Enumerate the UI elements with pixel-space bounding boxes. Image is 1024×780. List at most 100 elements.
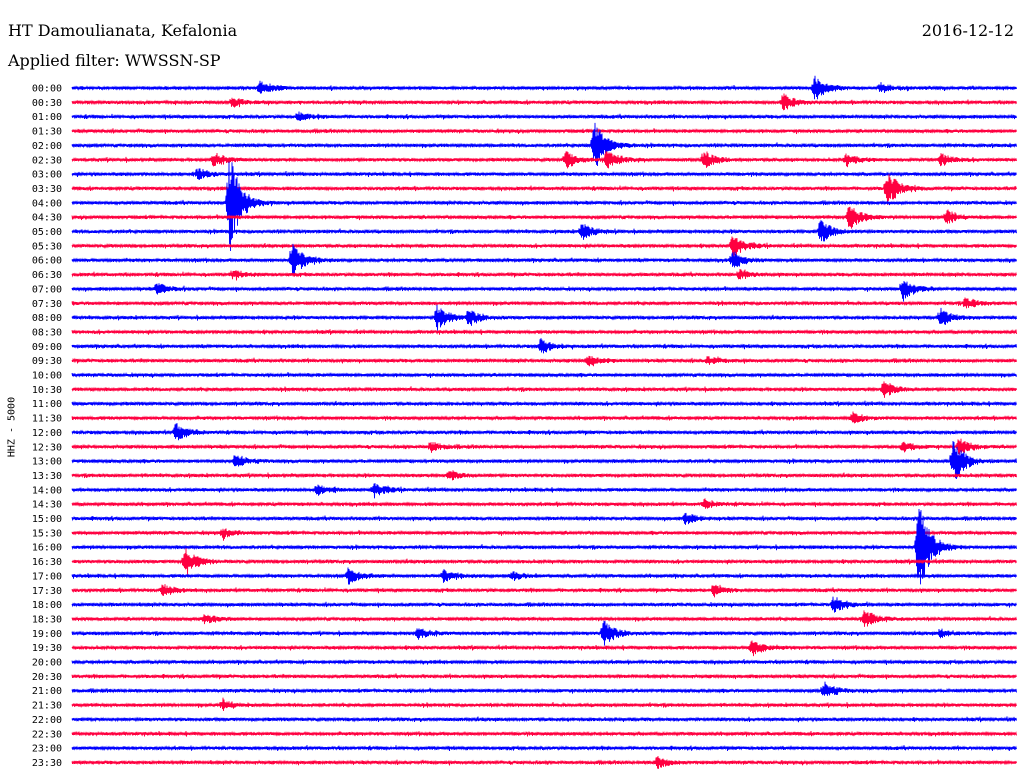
trace-1230	[71, 438, 1017, 455]
row-label-0500: 05:00	[32, 227, 62, 238]
trace-0330	[71, 174, 1017, 205]
row-label-2330: 23:30	[32, 758, 62, 769]
trace-1730	[71, 584, 1017, 598]
row-label-1430: 14:30	[32, 500, 62, 511]
row-label-0700: 07:00	[32, 284, 62, 295]
trace-0200	[71, 122, 1017, 167]
row-label-2230: 22:30	[32, 729, 62, 740]
trace-0900	[71, 338, 1017, 354]
trace-2030	[71, 673, 1017, 680]
row-label-0930: 09:30	[32, 356, 62, 367]
trace-1130	[71, 411, 1017, 424]
row-label-0900: 09:00	[32, 342, 62, 353]
row-label-1200: 12:00	[32, 428, 62, 439]
row-label-0300: 03:00	[32, 170, 62, 181]
row-label-1300: 13:00	[32, 457, 62, 468]
trace-1900	[71, 620, 1017, 646]
trace-0530	[71, 236, 1017, 258]
trace-1600	[71, 508, 1017, 585]
seismic-traces	[71, 75, 1017, 769]
trace-0430	[71, 206, 1017, 229]
row-label-0030: 00:30	[32, 98, 62, 109]
trace-0300	[71, 168, 1017, 180]
trace-0830	[71, 328, 1017, 336]
filter-label: Applied filter: WWSSN-SP	[8, 51, 221, 70]
row-label-1400: 14:00	[32, 485, 62, 496]
trace-2000	[71, 658, 1017, 666]
row-label-1800: 18:00	[32, 600, 62, 611]
row-label-1330: 13:30	[32, 471, 62, 482]
date-label: 2016-12-12	[921, 21, 1014, 40]
row-label-1630: 16:30	[32, 557, 62, 568]
trace-1330	[71, 470, 1017, 481]
trace-2300	[71, 745, 1017, 752]
trace-2100	[71, 681, 1017, 696]
row-label-0530: 05:30	[32, 241, 62, 252]
row-label-0630: 06:30	[32, 270, 62, 281]
trace-0100	[71, 111, 1017, 122]
trace-1430	[71, 498, 1017, 509]
row-label-1700: 17:00	[32, 571, 62, 582]
trace-1030	[71, 381, 1017, 398]
trace-0930	[71, 355, 1017, 367]
trace-2130	[71, 697, 1017, 712]
row-label-2030: 20:30	[32, 672, 62, 683]
row-label-1930: 19:30	[32, 643, 62, 654]
row-label-1500: 15:00	[32, 514, 62, 525]
trace-1930	[71, 640, 1017, 657]
trace-1300	[71, 440, 1017, 480]
row-label-1000: 10:00	[32, 371, 62, 382]
trace-0000	[71, 75, 1017, 100]
trace-1000	[71, 371, 1017, 379]
row-label-0600: 06:00	[32, 256, 62, 267]
row-label-1130: 11:30	[32, 414, 62, 425]
trace-2330	[71, 755, 1017, 769]
trace-0130	[71, 127, 1017, 135]
row-label-2100: 21:00	[32, 686, 62, 697]
trace-1500	[71, 512, 1017, 525]
row-label-0000: 00:00	[32, 84, 62, 95]
row-label-0800: 08:00	[32, 313, 62, 324]
trace-1700	[71, 567, 1017, 585]
trace-0800	[71, 304, 1017, 331]
trace-0030	[71, 93, 1017, 111]
row-label-1030: 10:30	[32, 385, 62, 396]
row-label-0130: 01:30	[32, 127, 62, 138]
row-label-1100: 11:00	[32, 399, 62, 410]
trace-0600	[71, 243, 1017, 275]
row-label-1600: 16:00	[32, 543, 62, 554]
row-label-1230: 12:30	[32, 442, 62, 453]
trace-0730	[71, 297, 1017, 309]
trace-1800	[71, 596, 1017, 613]
row-label-0430: 04:30	[32, 213, 62, 224]
row-label-1530: 15:30	[32, 528, 62, 539]
trace-1530	[71, 528, 1017, 541]
row-label-0730: 07:30	[32, 299, 62, 310]
row-label-1730: 17:30	[32, 586, 62, 597]
row-label-2000: 20:00	[32, 658, 62, 669]
trace-1100	[71, 400, 1017, 407]
row-label-1830: 18:30	[32, 614, 62, 625]
trace-1200	[71, 423, 1017, 441]
row-label-1900: 19:00	[32, 629, 62, 640]
row-label-2300: 23:00	[32, 744, 62, 755]
trace-2200	[71, 716, 1017, 723]
trace-0630	[71, 268, 1017, 281]
row-label-0100: 01:00	[32, 112, 62, 123]
row-label-0230: 02:30	[32, 155, 62, 166]
row-label-0830: 08:30	[32, 327, 62, 338]
trace-0700	[71, 280, 1017, 302]
trace-0500	[71, 220, 1017, 242]
time-tick-labels: 00:00 00:30 01:00 01:30 02:00 02:30 03:00 03:30…	[32, 84, 62, 769]
trace-1400	[71, 483, 1017, 499]
trace-1630	[71, 548, 1017, 575]
row-label-2200: 22:00	[32, 715, 62, 726]
row-label-0330: 03:30	[32, 184, 62, 195]
row-label-0400: 04:00	[32, 198, 62, 209]
trace-2230	[71, 730, 1017, 737]
trace-1830	[71, 610, 1017, 627]
station-title: HT Damoulianata, Kefalonia	[8, 21, 238, 40]
row-label-0200: 02:00	[32, 141, 62, 152]
row-label-2130: 21:30	[32, 701, 62, 712]
